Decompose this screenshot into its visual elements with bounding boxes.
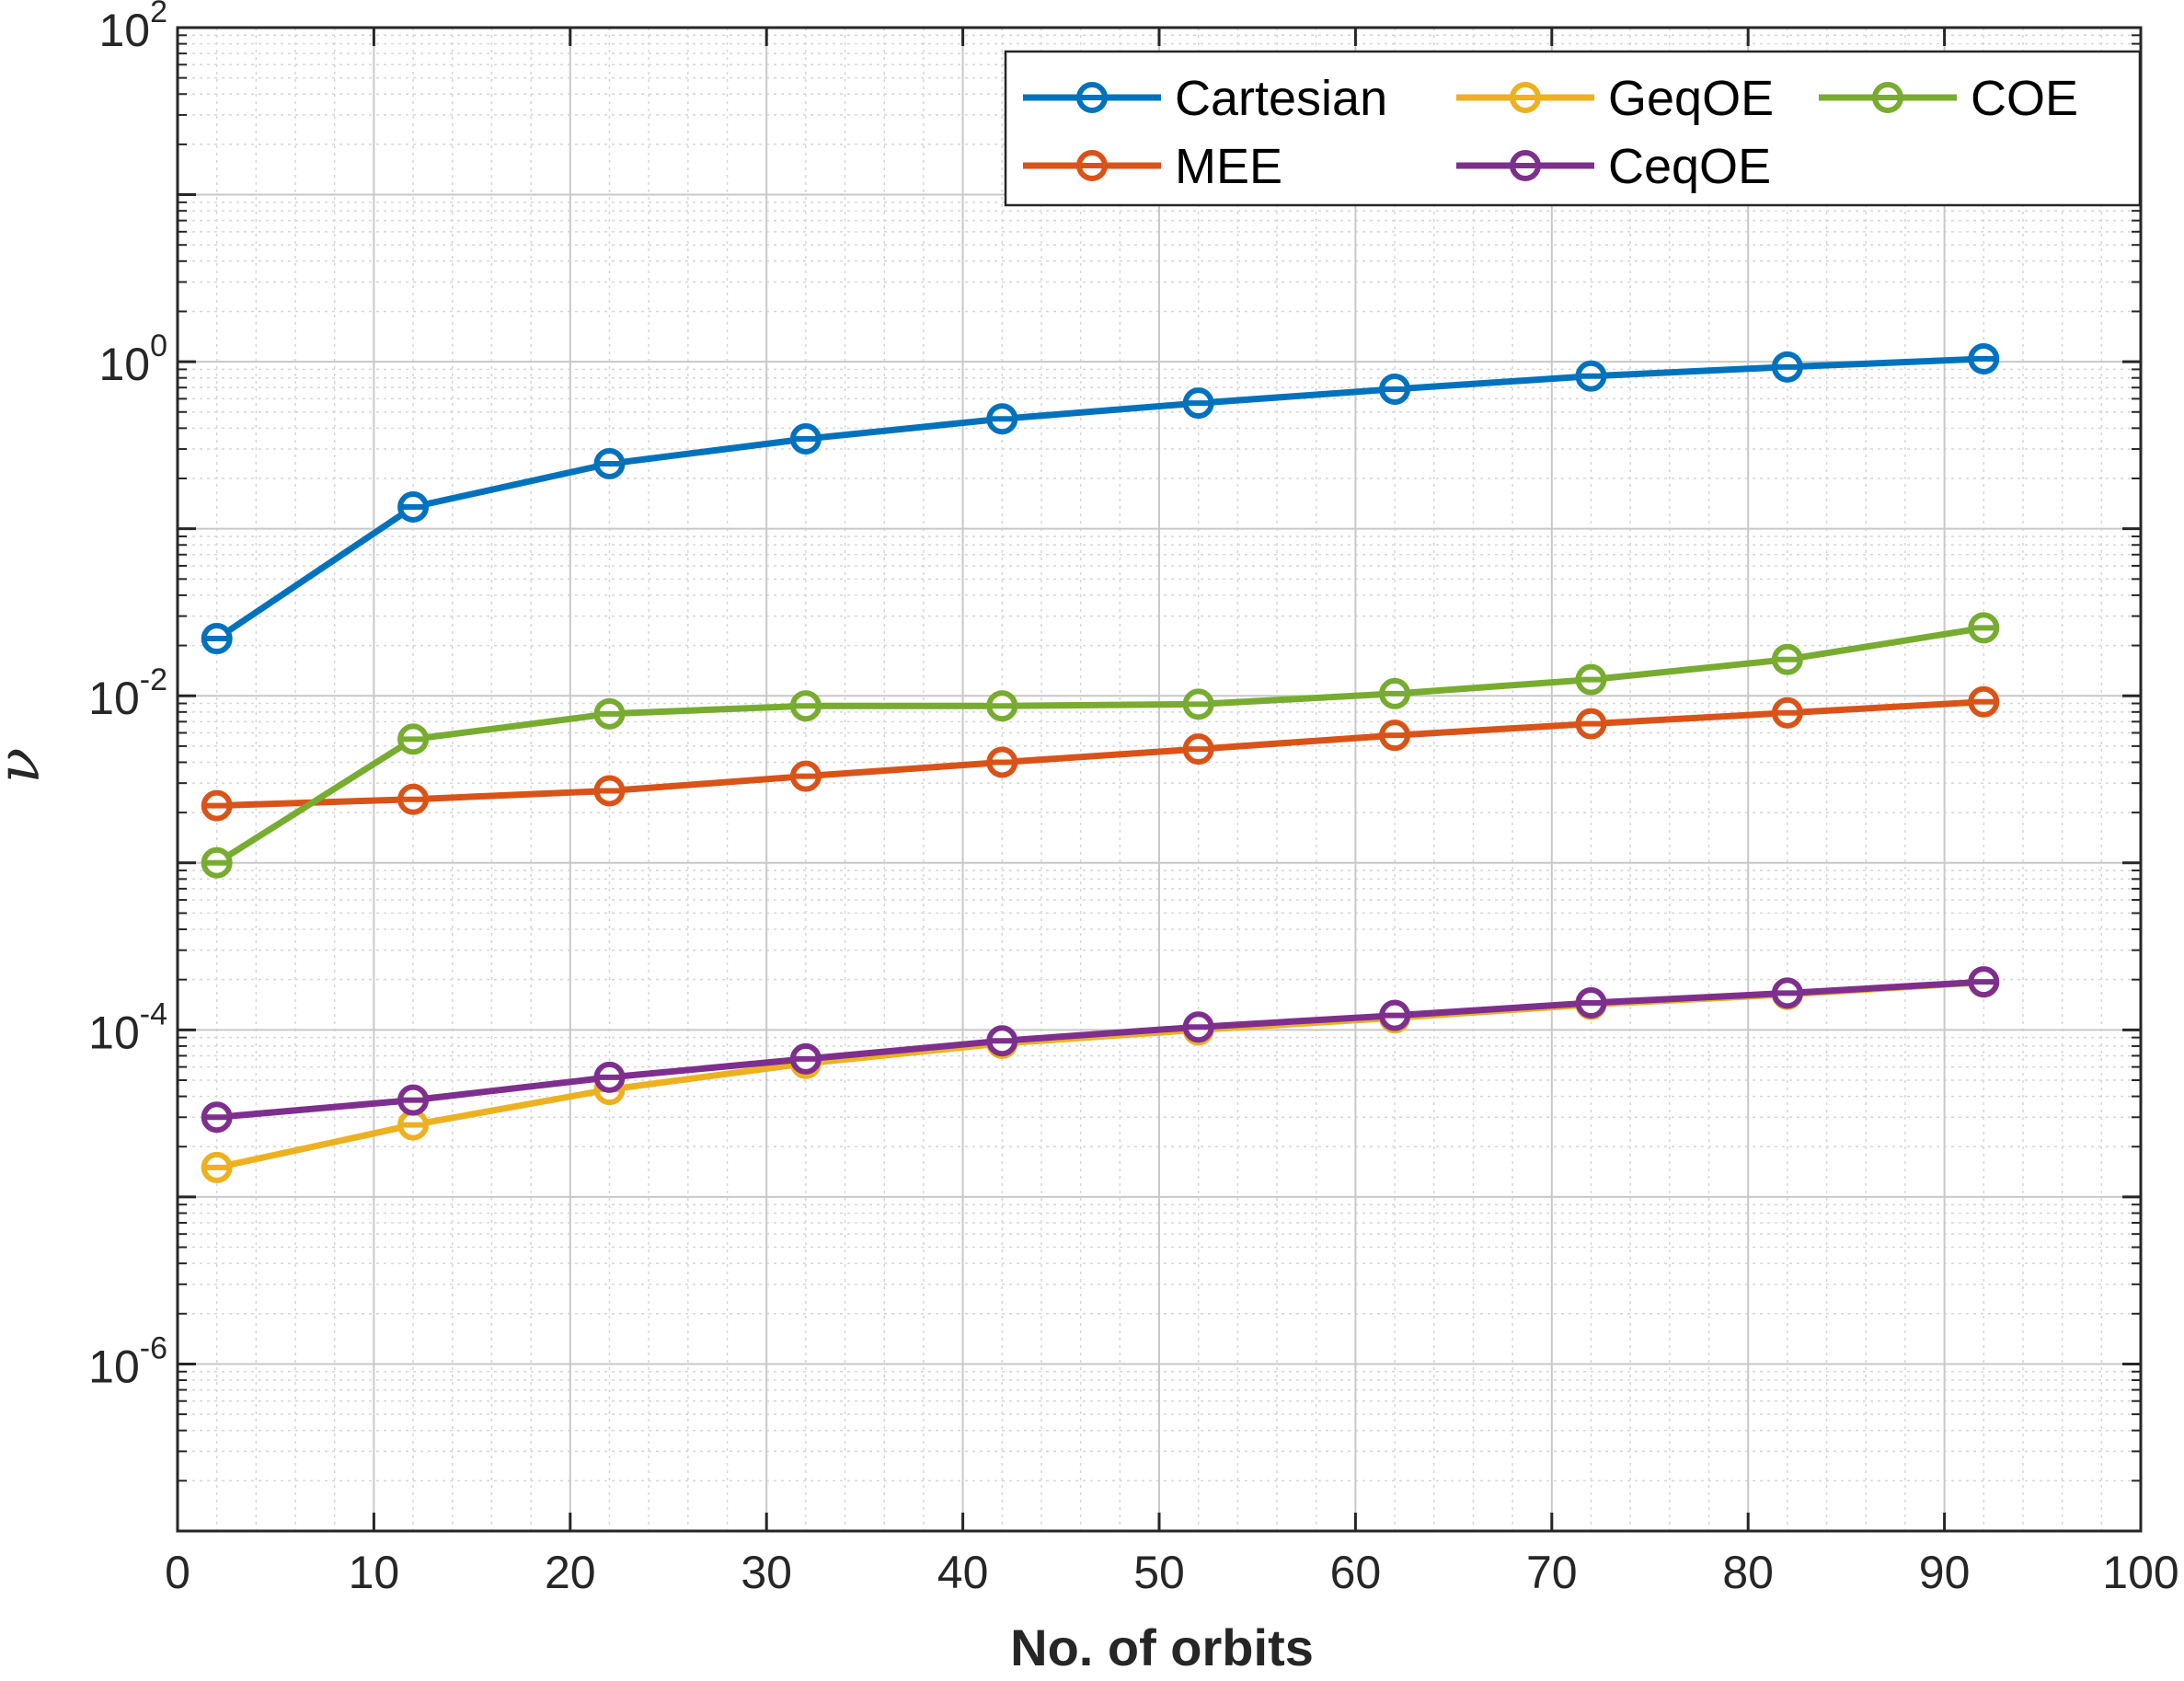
data-point-geqoe: [201, 1151, 233, 1183]
x-tick-label: 70: [1526, 1547, 1578, 1598]
data-point-ceqoe: [1771, 977, 1803, 1009]
data-point-mee: [1575, 708, 1607, 740]
series-line-geqoe: [215, 979, 1984, 1171]
legend-item-ceqoe: CeqOE: [1456, 139, 1771, 194]
legend: Cartesian MEE GeqOE CeqOE COE: [1004, 50, 2142, 207]
legend-marker: [1510, 82, 1541, 113]
x-tick-label: 10: [349, 1547, 400, 1598]
legend-item-cartesian: Cartesian: [1023, 71, 1387, 126]
data-point-coe: [1575, 663, 1607, 696]
data-point-coe: [1379, 677, 1411, 709]
data-point-ceqoe: [1379, 999, 1411, 1031]
series-ceqoe: [201, 966, 2000, 1134]
series-coe: [201, 612, 2000, 879]
data-point-mee: [397, 783, 430, 815]
series-layer: [201, 343, 2000, 1183]
data-point-mee: [1968, 685, 2000, 718]
data-point-ceqoe: [789, 1042, 822, 1075]
legend-marker: [1872, 82, 1903, 113]
data-point-cartesian: [789, 423, 822, 455]
legend-item-mee: MEE: [1023, 139, 1282, 194]
series-cartesian: [201, 343, 2000, 655]
legend-marker: [1076, 82, 1108, 113]
data-point-mee: [1182, 733, 1214, 766]
data-point-cartesian: [397, 491, 430, 524]
major-grid: [177, 27, 2142, 1532]
legend-box: [1004, 50, 2142, 207]
y-tick-label: 10-4: [88, 996, 167, 1058]
y-tick-label: 100: [98, 328, 167, 390]
data-point-geqoe: [397, 1109, 430, 1141]
data-point-ceqoe: [1968, 966, 2000, 998]
x-tick-label: 40: [937, 1547, 989, 1598]
data-point-ceqoe: [1575, 987, 1607, 1019]
x-tick-label: 60: [1330, 1547, 1382, 1598]
y-tick-label: 10-6: [88, 1330, 167, 1392]
legend-item-geqoe: GeqOE: [1456, 71, 1774, 126]
legend-label: Cartesian: [1175, 71, 1387, 126]
legend-item-coe: COE: [1819, 71, 2078, 126]
x-tick-label: 30: [741, 1547, 792, 1598]
y-tick-labels: 102 100 10-2 10-4 10-6: [88, 0, 167, 1392]
series-mee: [201, 685, 2000, 822]
data-point-coe: [986, 690, 1018, 722]
data-point-cartesian: [986, 403, 1018, 435]
x-tick-label: 0: [165, 1547, 190, 1598]
data-point-cartesian: [1379, 373, 1411, 405]
data-point-ceqoe: [201, 1101, 233, 1134]
data-point-cartesian: [201, 623, 233, 655]
x-axis-label: No. of orbits: [1010, 1618, 1314, 1676]
data-point-mee: [593, 775, 626, 807]
y-tick-label: 10-2: [88, 662, 167, 724]
legend-label: GeqOE: [1608, 71, 1774, 126]
data-point-coe: [789, 690, 822, 722]
series-line-ceqoe: [216, 978, 1984, 1121]
data-point-cartesian: [593, 448, 626, 480]
data-point-ceqoe: [1182, 1011, 1214, 1043]
data-point-cartesian: [1182, 387, 1214, 420]
legend-marker: [1076, 150, 1108, 181]
series-geqoe: [201, 966, 2000, 1183]
y-tick-label: 102: [98, 0, 167, 56]
data-point-mee: [986, 746, 1018, 778]
data-point-mee: [1379, 720, 1411, 752]
data-point-coe: [397, 723, 430, 755]
data-point-coe: [1182, 688, 1214, 720]
x-tick-label: 50: [1133, 1547, 1185, 1598]
data-point-cartesian: [1968, 343, 2000, 375]
data-point-mee: [1771, 697, 1803, 729]
legend-label: CeqOE: [1608, 139, 1771, 194]
data-point-coe: [593, 697, 626, 730]
data-point-mee: [789, 760, 822, 792]
data-point-mee: [201, 789, 233, 822]
series-line-mee: [216, 698, 1984, 810]
data-point-coe: [201, 846, 233, 879]
y-axis-label: ν: [0, 748, 53, 784]
data-point-ceqoe: [593, 1061, 626, 1093]
data-point-coe: [1771, 643, 1803, 675]
legend-label: MEE: [1175, 139, 1282, 194]
data-point-ceqoe: [986, 1025, 1018, 1057]
legend-marker: [1510, 150, 1541, 181]
series-line-coe: [214, 624, 1984, 866]
legend-label: COE: [1971, 71, 2078, 126]
data-point-ceqoe: [397, 1084, 430, 1116]
x-tick-label: 80: [1722, 1547, 1774, 1598]
series-line-cartesian: [214, 355, 1984, 642]
x-tick-label: 90: [1919, 1547, 1971, 1598]
x-tick-labels: 0 10 20 30 40 50 60 70 80 90 100: [165, 1547, 2179, 1598]
data-point-cartesian: [1575, 360, 1607, 392]
x-tick-label: 100: [2102, 1547, 2178, 1598]
data-point-cartesian: [1771, 351, 1803, 383]
x-tick-label: 20: [545, 1547, 596, 1598]
data-point-coe: [1968, 612, 2000, 644]
